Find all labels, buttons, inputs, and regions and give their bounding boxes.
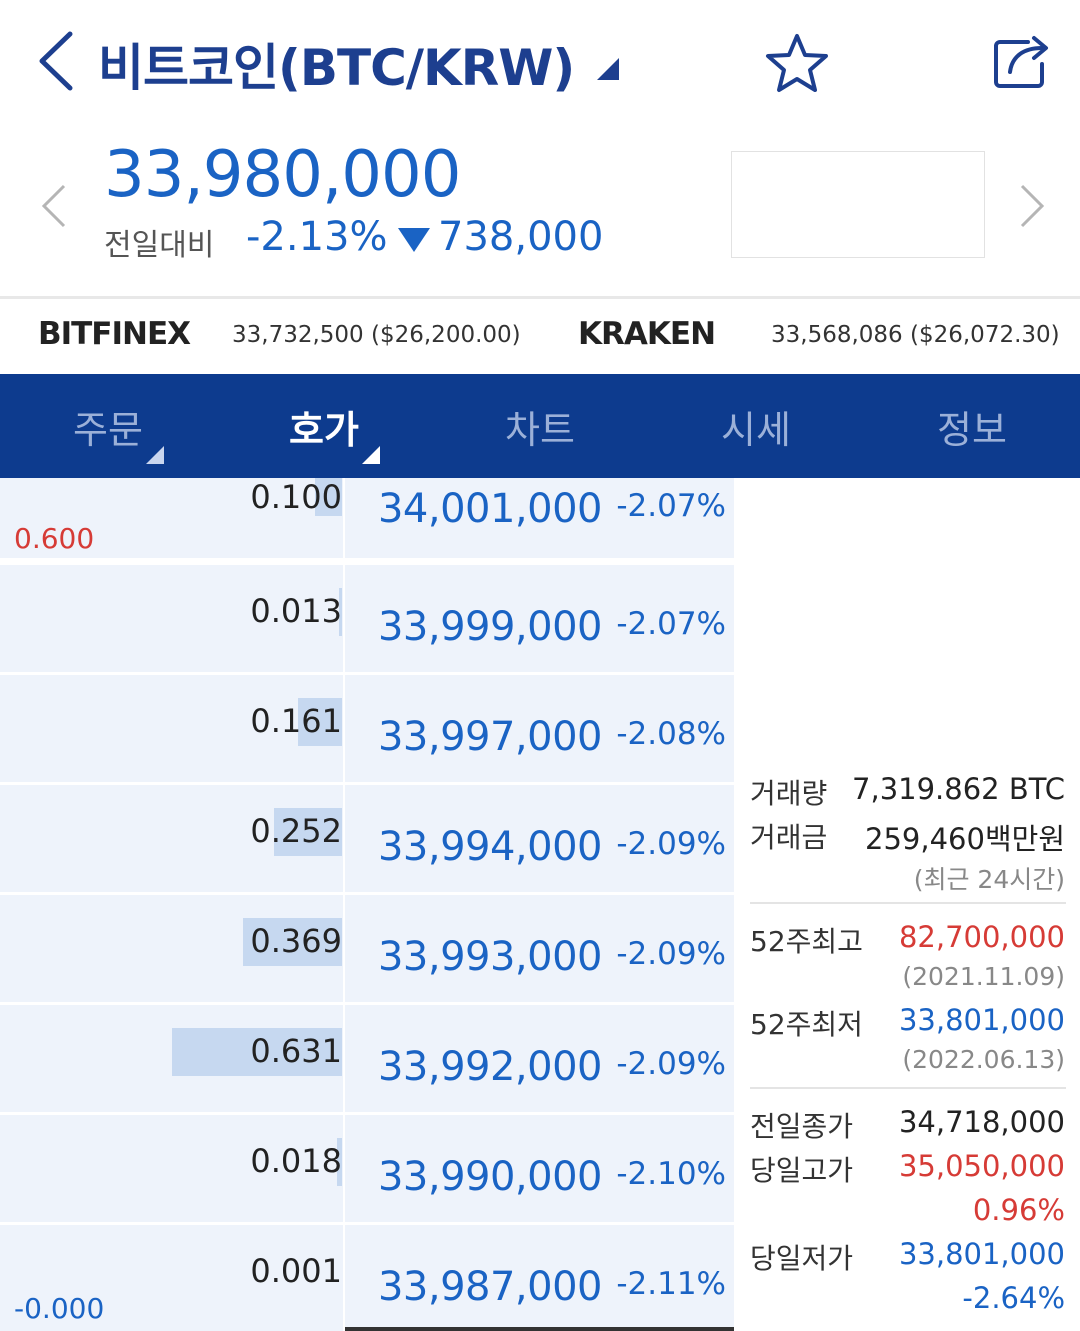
page-title[interactable]: 비트코인(BTC/KRW) (98, 39, 575, 97)
amount-value: 259,460백만원 (865, 822, 1065, 856)
volume-bar (172, 1028, 342, 1076)
orderbook-price[interactable]: 33,993,000 (377, 934, 603, 980)
tab-orderbook[interactable]: 호가 (216, 374, 432, 478)
down-triangle-icon (398, 228, 430, 252)
tab-caret-icon (362, 446, 380, 464)
orderbook-price-cell[interactable] (345, 895, 734, 1002)
low52-label: 52주최저 (750, 1008, 863, 1041)
tab-market-price[interactable]: 시세 (648, 374, 864, 478)
period-note: (최근 24시간) (913, 865, 1065, 894)
exchange-name-bitfinex: BITFINEX (38, 316, 191, 352)
side-total-top: 0.600 (14, 522, 95, 555)
amount-label: 거래금 (750, 821, 828, 854)
prev-close-label: 전일종가 (750, 1110, 854, 1143)
divider (750, 1087, 1066, 1089)
volume-bar (243, 918, 342, 966)
exchange-strip (0, 296, 1080, 374)
side-total-bottom: -0.000 (14, 1292, 105, 1325)
orderbook-price-cell[interactable] (345, 675, 734, 782)
share-icon[interactable] (992, 32, 1054, 90)
next-coin-arrow-icon[interactable] (1018, 184, 1046, 228)
orderbook-price-cell[interactable] (345, 1005, 734, 1112)
volume-value: 7,319.862 BTC (852, 772, 1065, 806)
orderbook-volume: 0.018 (250, 1142, 342, 1180)
orderbook-volume: 0.100 (250, 478, 342, 516)
orderbook-percent: -2.10% (616, 1156, 726, 1192)
change-amount: 738,000 (438, 214, 604, 260)
tab-label: 호가 (289, 407, 359, 452)
tab-label: 시세 (721, 407, 791, 452)
orderbook-volume: 0.631 (250, 1032, 342, 1070)
orderbook-volume: 0.369 (250, 922, 342, 960)
volume-bar (338, 588, 342, 636)
tab-label: 차트 (505, 407, 575, 452)
day-low-value: 33,801,000 (898, 1237, 1065, 1271)
orderbook-price[interactable]: 33,992,000 (377, 1044, 603, 1090)
orderbook-price-cell[interactable] (345, 1115, 734, 1222)
orderbook-percent: -2.09% (616, 1046, 726, 1082)
volume-bar (314, 478, 342, 516)
volume-bar (274, 808, 342, 856)
orderbook-price[interactable]: 33,990,000 (377, 1154, 603, 1200)
back-arrow-icon[interactable] (34, 30, 78, 92)
low52-date: (2022.06.13) (902, 1045, 1065, 1074)
tab-label: 정보 (937, 407, 1007, 452)
tab-chart[interactable]: 차트 (432, 374, 648, 478)
orderbook-volume: 0.161 (250, 702, 342, 740)
volume-bar (297, 698, 342, 746)
high52-label: 52주최고 (750, 925, 863, 958)
current-price: 33,980,000 (104, 138, 461, 212)
prev-close-value: 34,718,000 (898, 1105, 1065, 1139)
orderbook-price[interactable]: 33,994,000 (377, 824, 603, 870)
volume-bar (336, 1138, 342, 1186)
exchange-value-bitfinex: 33,732,500 ($26,200.00) (232, 322, 521, 348)
high52-value: 82,700,000 (898, 920, 1065, 954)
orderbook-percent: -2.09% (616, 936, 726, 972)
volume-label: 거래량 (750, 777, 828, 810)
day-low-label: 당일저가 (750, 1242, 854, 1275)
low52-value: 33,801,000 (898, 1003, 1065, 1037)
orderbook-price-cell[interactable] (345, 1225, 734, 1331)
orderbook-volume: 0.252 (250, 812, 342, 850)
orderbook-price-cell[interactable] (345, 785, 734, 892)
day-high-value: 35,050,000 (898, 1149, 1065, 1183)
current-price-marker-line (345, 1327, 734, 1331)
favorite-star-icon[interactable] (764, 32, 830, 94)
tab-info[interactable]: 정보 (864, 374, 1080, 478)
change-percent: -2.13% (246, 214, 388, 260)
orderbook-price[interactable]: 33,987,000 (377, 1264, 603, 1310)
orderbook-volume: 0.001 (250, 1252, 342, 1290)
prev-coin-arrow-icon[interactable] (40, 184, 68, 228)
orderbook-percent: -2.07% (616, 488, 726, 524)
change-label: 전일대비 (104, 228, 215, 263)
orderbook-volume-cell (0, 1115, 343, 1222)
exchange-name-kraken: KRAKEN (578, 316, 716, 352)
orderbook-price-cell[interactable] (345, 478, 734, 558)
exchange-value-kraken: 33,568,086 ($26,072.30) (771, 322, 1060, 348)
tab-caret-icon (146, 446, 164, 464)
day-low-percent: -2.64% (962, 1281, 1065, 1315)
day-high-label: 당일고가 (750, 1154, 854, 1187)
orderbook-volume-cell (0, 1225, 343, 1331)
mini-chart[interactable] (731, 151, 985, 258)
orderbook-volume: 0.013 (250, 592, 342, 630)
high52-date: (2021.11.09) (902, 962, 1065, 991)
orderbook-price[interactable]: 33,999,000 (377, 604, 603, 650)
divider (750, 902, 1066, 904)
orderbook-price[interactable]: 34,001,000 (377, 486, 603, 532)
orderbook-volume-cell (0, 565, 343, 672)
orderbook-percent: -2.08% (616, 716, 726, 752)
orderbook-price[interactable]: 33,997,000 (377, 714, 603, 760)
orderbook-percent: -2.09% (616, 826, 726, 862)
orderbook-volume-cell (0, 675, 343, 782)
day-high-percent: 0.96% (972, 1193, 1065, 1227)
orderbook-percent: -2.07% (616, 606, 726, 642)
tab-order[interactable]: 주문 (0, 374, 216, 478)
tab-bar: 주문 호가 차트 시세 정보 (0, 374, 1080, 478)
tab-label: 주문 (73, 407, 143, 452)
orderbook-percent: -2.11% (616, 1266, 726, 1302)
title-dropdown-caret-icon[interactable] (597, 58, 619, 80)
orderbook-price-cell[interactable] (345, 565, 734, 672)
orderbook-volume-cell (0, 478, 343, 558)
